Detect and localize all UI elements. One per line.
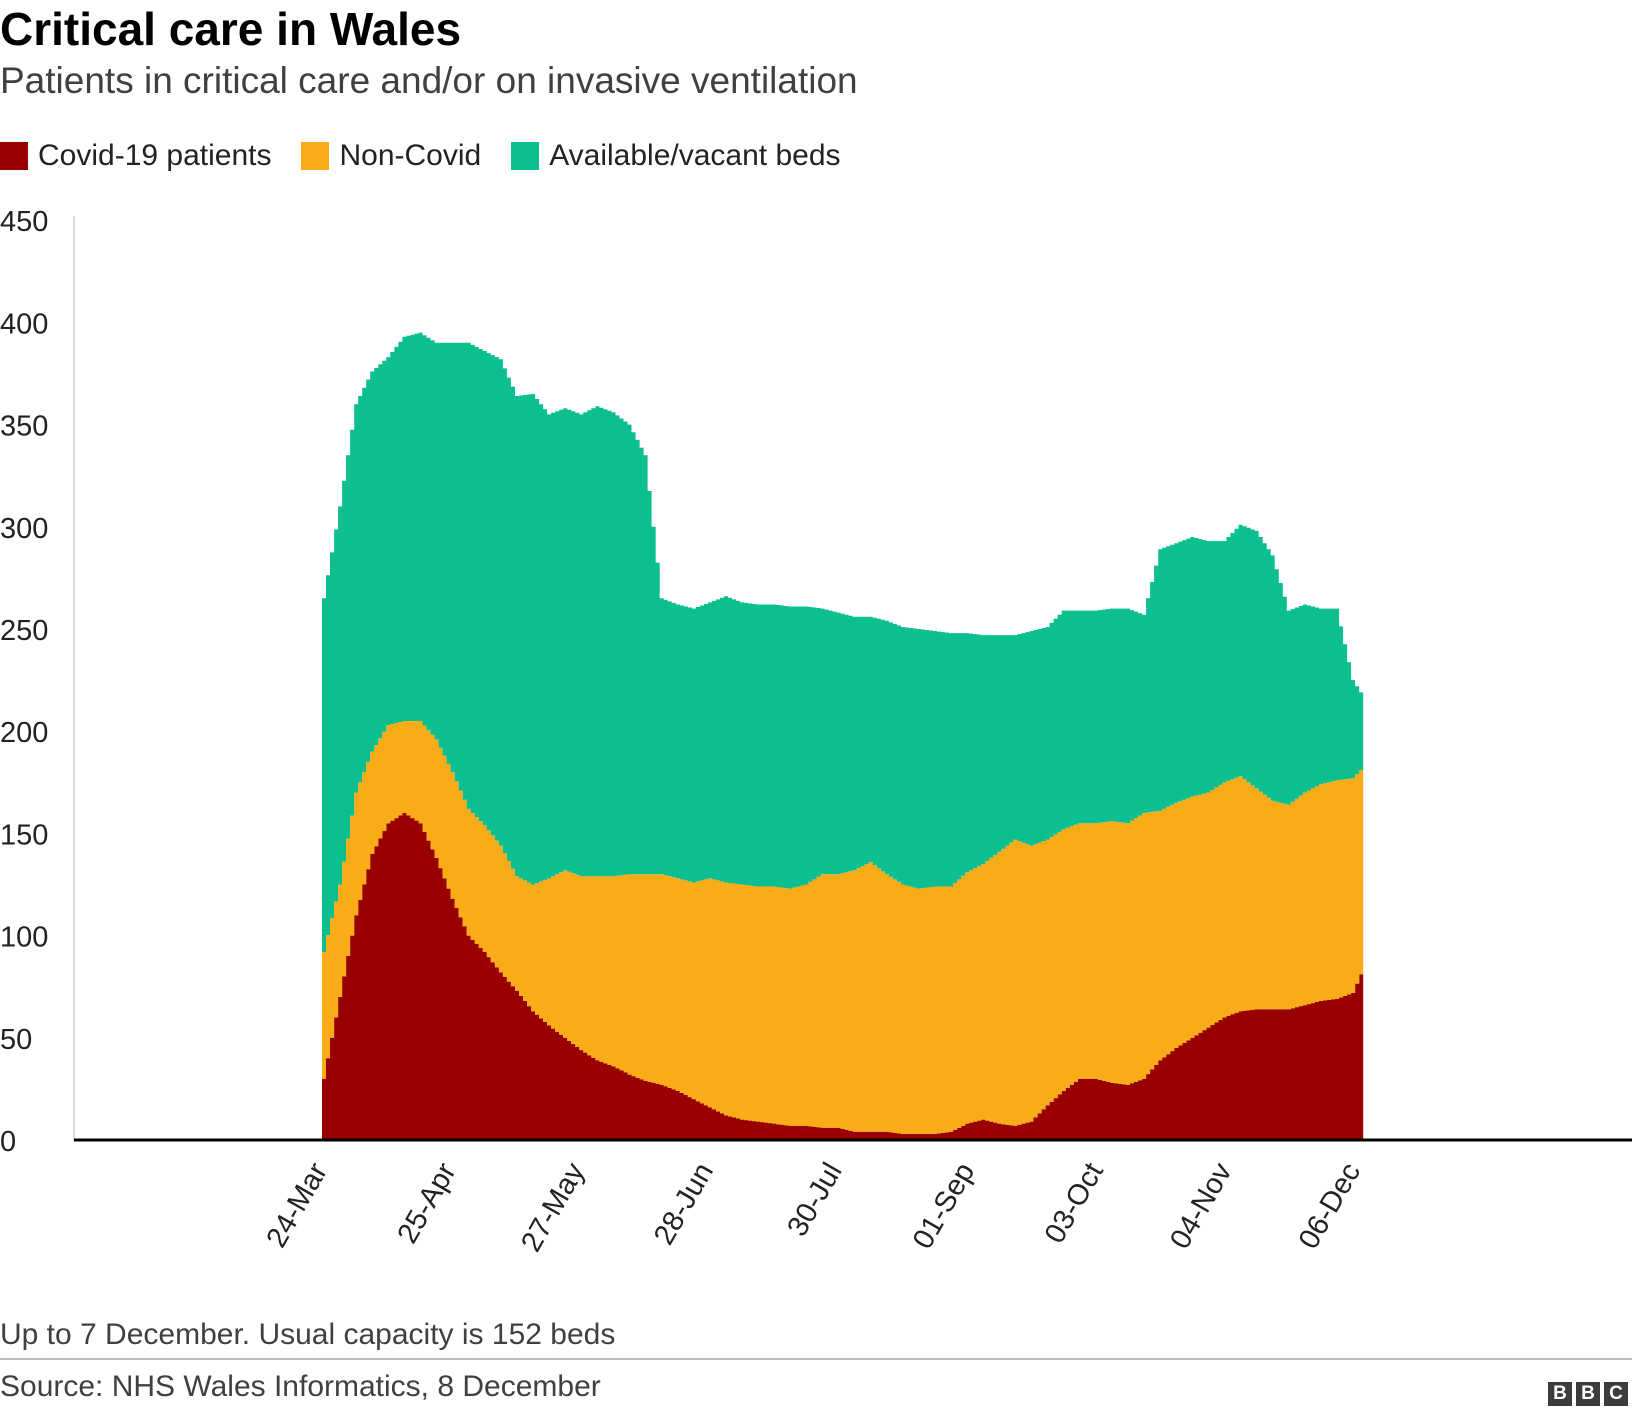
legend-label-vacant: Available/vacant beds: [549, 139, 841, 172]
x-tick-label: 04-Nov: [1164, 1157, 1239, 1254]
legend-swatch-non-covid: [301, 142, 330, 170]
stacked-area-chart: 0 50 100 150 200 250 300 350 400 450 24-Mar 25-Apr 2…: [0, 206, 1632, 1257]
legend-item-covid: Covid-19 patients: [0, 139, 271, 173]
chart-title: Critical care in Wales: [0, 3, 462, 55]
x-tick-label: 30-Jul: [781, 1158, 848, 1242]
y-tick-label: 450: [0, 206, 48, 238]
legend-item-non-covid: Non-Covid: [301, 139, 481, 173]
x-tick-label: 24-Mar: [260, 1157, 334, 1253]
chart-footnote: Up to 7 December. Usual capacity is 152 …: [0, 1318, 616, 1351]
y-tick-label: 50: [0, 1024, 32, 1056]
y-tick-label: 250: [0, 615, 48, 647]
x-tick-label: 06-Dec: [1293, 1158, 1367, 1255]
y-tick-label: 150: [0, 819, 48, 851]
x-tick-label: 03-Oct: [1039, 1158, 1110, 1249]
bbc-logo-letter: C: [1604, 1382, 1628, 1406]
legend-item-vacant: Available/vacant beds: [511, 139, 841, 173]
area-series-2: [322, 721, 1364, 1134]
chart-subtitle: Patients in critical care and/or on inva…: [0, 60, 858, 101]
x-tick-label: 01-Sep: [907, 1158, 981, 1255]
chart-source: Source: NHS Wales Informatics, 8 Decembe…: [0, 1370, 601, 1403]
legend-swatch-vacant: [511, 142, 540, 170]
y-tick-label: 200: [0, 717, 48, 749]
legend-swatch-covid: [0, 142, 28, 170]
legend-label-non-covid: Non-Covid: [339, 139, 482, 172]
y-tick-label: 0: [0, 1126, 16, 1158]
footer-divider: [0, 1358, 1632, 1360]
y-tick-label: 400: [0, 308, 48, 340]
legend-label-covid: Covid-19 patients: [38, 139, 272, 172]
x-tick-label: 27-May: [515, 1157, 591, 1257]
bbc-logo-letter: B: [1548, 1382, 1572, 1406]
y-tick-label: 300: [0, 513, 48, 545]
legend: Covid-19 patients Non-Covid Available/va…: [0, 136, 871, 176]
x-tick-label: 25-Apr: [391, 1157, 462, 1249]
bbc-logo: B B C: [1544, 1382, 1628, 1406]
area-series-1: [322, 813, 1364, 1140]
x-tick-label: 28-Jun: [648, 1158, 720, 1251]
y-tick-label: 100: [0, 922, 48, 954]
area-series-3: [322, 332, 1364, 953]
bbc-logo-letter: B: [1576, 1382, 1600, 1406]
y-tick-label: 350: [0, 411, 48, 443]
